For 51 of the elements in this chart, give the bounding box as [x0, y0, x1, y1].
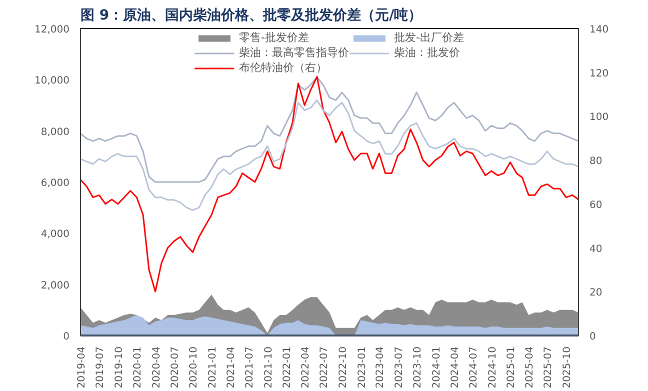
- x-tick-label: 2023-07: [394, 346, 405, 388]
- x-tick-label: 2020-07: [170, 346, 181, 388]
- y2-tick-label: 100: [590, 112, 609, 124]
- y2-tick-label: 40: [590, 244, 602, 255]
- x-tick-label: 2023-01: [356, 346, 368, 388]
- legend-label: 零售-批发价差: [239, 30, 309, 45]
- y-tick-label: 10,000: [34, 76, 70, 87]
- x-tick-label: 2023-04: [375, 346, 386, 388]
- x-tick-label: 2022-10: [338, 346, 349, 388]
- x-tick-label: 2019-04: [76, 346, 88, 388]
- legend-label: 批发-出厂价差: [394, 30, 464, 45]
- y-tick-label: 8,000: [40, 126, 70, 138]
- x-tick-label: 2025-01: [506, 346, 518, 388]
- y2-tick-label: 60: [590, 200, 602, 211]
- x-tick-label: 2025-10: [562, 346, 574, 388]
- x-tick-label: 2025-07: [543, 346, 554, 388]
- x-tick-label: 2020-01: [132, 346, 144, 388]
- chart-title: 图 9：原油、国内柴油价格、批零及批发价差（元/吨）: [80, 8, 422, 24]
- x-tick-label: 2020-04: [151, 346, 162, 388]
- y-tick-label: 4,000: [40, 229, 70, 240]
- y2-tick-label: 140: [590, 24, 609, 36]
- legend-label: 布伦特油价（右）: [239, 60, 328, 75]
- x-tick-label: 2021-10: [263, 346, 274, 388]
- x-tick-label: 2019-10: [114, 346, 125, 388]
- x-tick-label: 2024-10: [487, 346, 498, 388]
- x-tick-label: 2021-07: [244, 346, 256, 388]
- x-tick-label: 2024-07: [468, 346, 480, 388]
- x-tick-label: 2024-01: [431, 346, 442, 388]
- x-tick-label: 2019-07: [95, 346, 106, 388]
- line-series: [80, 99, 578, 211]
- y2-tick-label: 20: [590, 288, 602, 299]
- y2-tick-label: 80: [590, 156, 602, 168]
- y2-tick-label: 120: [590, 68, 609, 80]
- y-tick-label: 0: [63, 332, 70, 342]
- y-tick-label: 2,000: [40, 280, 70, 292]
- x-tick-label: 2022-07: [319, 346, 330, 388]
- legend-label: 柴油：最高零售指导价: [239, 45, 350, 60]
- x-tick-label: 2023-10: [412, 346, 424, 388]
- x-tick-label: 2021-01: [208, 346, 219, 388]
- x-tick-label: 2022-04: [300, 346, 312, 388]
- y2-tick-label: 0: [590, 332, 596, 342]
- x-tick-label: 2020-10: [188, 346, 200, 388]
- line-series: [80, 76, 578, 183]
- line-series: [80, 76, 578, 292]
- legend-label: 柴油：批发价: [394, 45, 460, 60]
- x-tick-label: 2021-04: [226, 346, 237, 388]
- x-tick-label: 2024-04: [450, 346, 461, 388]
- x-tick-label: 2025-04: [524, 346, 536, 388]
- y-tick-label: 12,000: [34, 24, 70, 36]
- x-tick-label: 2022-01: [282, 346, 294, 388]
- y-tick-label: 6,000: [40, 178, 70, 189]
